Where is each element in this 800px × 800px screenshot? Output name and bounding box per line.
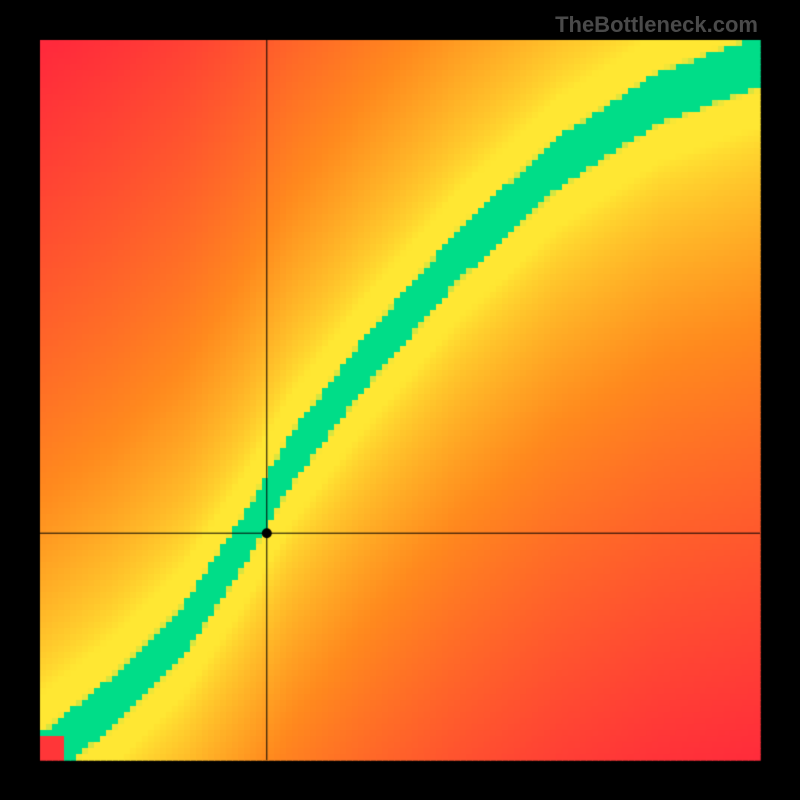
bottleneck-heatmap — [0, 0, 800, 800]
watermark-text: TheBottleneck.com — [555, 12, 758, 38]
chart-container: TheBottleneck.com — [0, 0, 800, 800]
